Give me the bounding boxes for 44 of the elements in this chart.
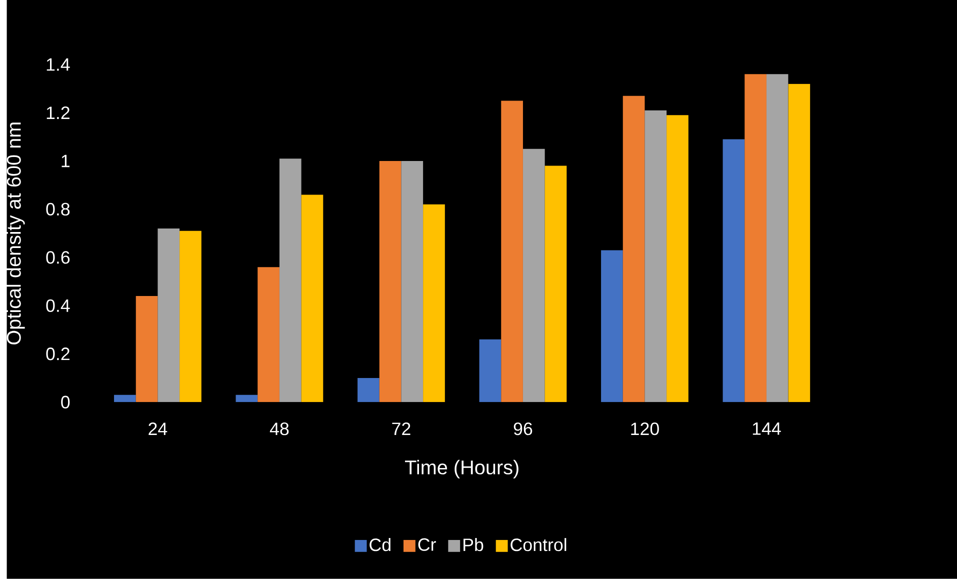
- legend-label: Cd: [370, 538, 390, 552]
- bar: [788, 84, 810, 402]
- bar: [522, 148, 545, 402]
- bar: [114, 394, 136, 402]
- y-tick-label: 1.4: [46, 58, 70, 71]
- bar: [358, 378, 380, 402]
- bar: [766, 74, 788, 402]
- legend-label: Cr: [418, 538, 436, 551]
- y-tick-label: 0.6: [46, 251, 70, 264]
- bar: [644, 110, 667, 402]
- y-tick-label: 0.4: [46, 299, 70, 312]
- bar: [236, 394, 258, 402]
- y-tick-label: 0: [61, 396, 70, 409]
- bar: [180, 230, 202, 402]
- bar: [744, 74, 766, 402]
- bar: [379, 161, 402, 402]
- bar: [136, 296, 158, 402]
- bar: [279, 158, 302, 402]
- bar: [479, 339, 502, 402]
- bar: [666, 115, 688, 402]
- x-tick-label: 144: [752, 422, 781, 435]
- legend-label: Control: [510, 538, 566, 552]
- y-tick-label: 0.8: [46, 202, 70, 216]
- x-tick-label: 120: [631, 422, 659, 436]
- y-tick-label: 1: [62, 154, 70, 168]
- x-tick-label: 48: [270, 422, 289, 436]
- y-tick-label: 0.2: [46, 348, 70, 360]
- bar: [544, 166, 567, 402]
- bar: [258, 267, 280, 402]
- bar: [401, 161, 424, 402]
- x-axis-title: Time (Hours): [404, 460, 518, 478]
- x-tick-label: 72: [392, 422, 410, 436]
- bar: [722, 139, 745, 402]
- x-tick-label: 24: [148, 422, 168, 436]
- y-tick-label: 1.2: [46, 106, 70, 120]
- x-tick-label: 96: [514, 422, 532, 436]
- bar: [158, 228, 180, 402]
- bar: [423, 204, 445, 402]
- legend-label: Pb: [464, 538, 484, 552]
- bar: [622, 96, 645, 402]
- bar: [501, 100, 523, 402]
- bar: [601, 250, 623, 402]
- bar: [301, 194, 324, 402]
- y-axis-title: Optical density at 600 nm: [6, 122, 25, 344]
